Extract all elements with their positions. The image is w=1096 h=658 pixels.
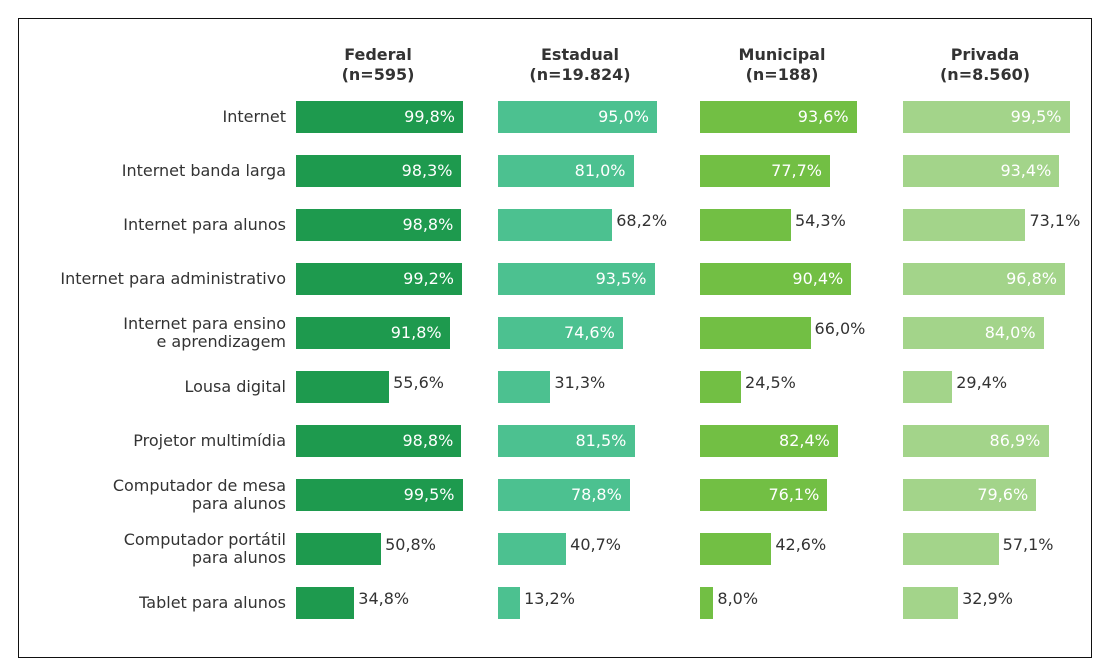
category-label: Internet para administrativo	[60, 269, 286, 288]
bar	[700, 533, 772, 565]
category-label: Internet banda larga	[121, 161, 286, 180]
bar	[903, 479, 1037, 511]
value-label: 93,5%	[595, 269, 647, 288]
category-label: Computador portátil para alunos	[123, 530, 286, 567]
bar	[296, 209, 462, 241]
bar	[903, 425, 1049, 457]
value-label: 79,6%	[977, 485, 1029, 504]
category-label: Lousa digital	[184, 377, 286, 396]
bar	[903, 155, 1060, 187]
bar	[498, 479, 630, 511]
bar	[903, 371, 953, 403]
bar	[498, 263, 655, 295]
bar	[700, 263, 852, 295]
bar	[498, 587, 521, 619]
value-label: 96,8%	[1006, 269, 1057, 288]
bar	[700, 479, 828, 511]
bar	[700, 425, 839, 457]
category-label: Computador de mesa para alunos	[112, 476, 286, 513]
value-label: 98,3%	[401, 161, 453, 180]
value-label: 74,6%	[563, 323, 615, 342]
bar	[700, 587, 714, 619]
value-label: 93,4%	[1000, 161, 1052, 180]
bar	[700, 155, 831, 187]
value-label: 86,9%	[989, 431, 1041, 450]
category-label: Tablet para alunos	[139, 593, 286, 612]
category-label: Projetor multimídia	[133, 431, 286, 450]
bar	[903, 101, 1070, 133]
value-label: 66,0%	[814, 319, 866, 338]
series-header: Federal (n=595)	[341, 45, 415, 84]
series-header: Estadual (n=19.824)	[529, 45, 631, 84]
value-label: 77,7%	[771, 161, 822, 180]
bar	[296, 587, 355, 619]
value-label: 31,3%	[554, 373, 606, 392]
bar	[903, 209, 1026, 241]
series-header: Privada (n=8.560)	[939, 45, 1031, 84]
value-label: 8,0%	[717, 589, 759, 608]
value-label: 99,5%	[403, 485, 455, 504]
value-label: 90,4%	[792, 269, 844, 288]
value-label: 91,8%	[390, 323, 442, 342]
value-label: 98,8%	[402, 431, 454, 450]
bar	[903, 263, 1066, 295]
bar	[700, 317, 811, 349]
bar	[498, 317, 623, 349]
value-label: 98,8%	[402, 215, 454, 234]
bar	[498, 209, 613, 241]
bar	[700, 209, 791, 241]
bar	[296, 371, 390, 403]
bar	[700, 371, 742, 403]
value-label: 78,8%	[570, 485, 622, 504]
value-label: 81,0%	[574, 161, 626, 180]
value-label: 40,7%	[570, 535, 621, 554]
bar	[296, 425, 462, 457]
bar	[700, 101, 857, 133]
bar	[498, 371, 551, 403]
value-label: 42,6%	[775, 535, 827, 554]
category-label: Internet	[222, 107, 286, 126]
value-label: 34,8%	[358, 589, 410, 608]
value-label: 29,4%	[956, 373, 1008, 392]
bar	[498, 101, 658, 133]
value-label: 57,1%	[1002, 535, 1054, 554]
bar	[498, 425, 635, 457]
bar	[903, 317, 1044, 349]
value-label: 68,2%	[616, 211, 668, 230]
value-label: 84,0%	[984, 323, 1036, 342]
value-label: 54,3%	[794, 211, 846, 230]
value-label: 95,0%	[598, 107, 649, 126]
value-label: 93,6%	[797, 107, 849, 126]
bar	[296, 155, 461, 187]
value-label: 73,1%	[1029, 211, 1081, 230]
value-label: 32,9%	[962, 589, 1013, 608]
category-label: Internet para alunos	[123, 215, 286, 234]
bar	[903, 587, 959, 619]
value-label: 81,5%	[575, 431, 627, 450]
value-label: 13,2%	[524, 589, 575, 608]
value-label: 76,1%	[768, 485, 820, 504]
category-label: Internet para ensino e aprendizagem	[123, 314, 286, 351]
series-header: Municipal (n=188)	[738, 45, 826, 84]
bar	[296, 317, 450, 349]
bar	[498, 155, 634, 187]
bar	[296, 263, 463, 295]
value-label: 50,8%	[385, 535, 436, 554]
bar	[498, 533, 567, 565]
value-label: 24,5%	[745, 373, 796, 392]
value-label: 99,8%	[404, 107, 455, 126]
bar	[296, 101, 464, 133]
chart: Internet Internet banda larga Internet par…	[18, 18, 1092, 658]
bar	[903, 533, 999, 565]
bar	[296, 533, 382, 565]
value-label: 55,6%	[393, 373, 444, 392]
value-label: 99,5%	[1010, 107, 1062, 126]
value-label: 82,4%	[779, 431, 830, 450]
bar	[296, 479, 463, 511]
value-label: 99,2%	[403, 269, 454, 288]
